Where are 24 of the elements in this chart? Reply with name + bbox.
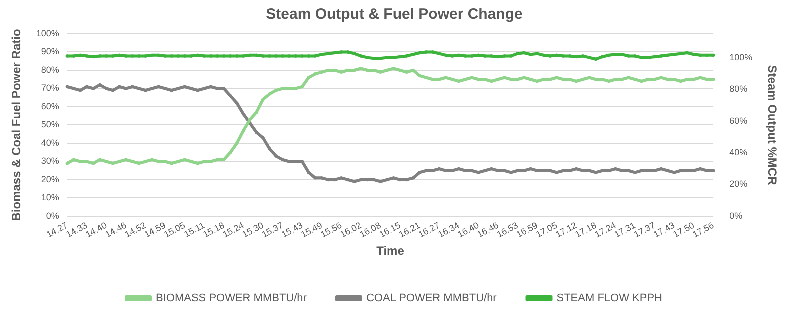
y-tick-label: 100% — [36, 28, 60, 38]
legend-label: STEAM FLOW KPPH — [556, 292, 663, 305]
chart-title: Steam Output & Fuel Power Change — [266, 6, 523, 24]
y-tick-label: 30% — [41, 156, 60, 166]
y-tick-label: 90% — [41, 46, 60, 57]
y2-tick-label: 60% — [730, 116, 748, 126]
y-tick-label: 70% — [41, 83, 60, 94]
y-tick-label: 40% — [41, 138, 60, 148]
y2-tick-label: 100% — [730, 52, 753, 62]
y-tick-label: 0% — [46, 210, 60, 221]
y2-tick-label: 0% — [730, 210, 743, 221]
y-tick-label: 60% — [41, 101, 60, 112]
y-tick-label: 80% — [41, 64, 60, 75]
y-axis-title: Biomass & Coal Fuel Power Ratio — [10, 29, 24, 222]
legend-label: BIOMASS POWER MMBTU/hr — [156, 292, 308, 305]
y2-axis-title: Steam Output %MCR — [765, 65, 780, 186]
legend-label: COAL POWER MMBTU/hr — [366, 292, 498, 305]
y2-tick-label: 80% — [730, 84, 748, 94]
y-tick-label: 20% — [41, 174, 60, 184]
y2-tick-label: 40% — [730, 148, 748, 158]
y-tick-label: 50% — [41, 120, 60, 130]
x-axis-title: Time — [376, 244, 405, 258]
y-tick-label: 10% — [41, 192, 60, 203]
y2-tick-label: 20% — [730, 179, 748, 190]
